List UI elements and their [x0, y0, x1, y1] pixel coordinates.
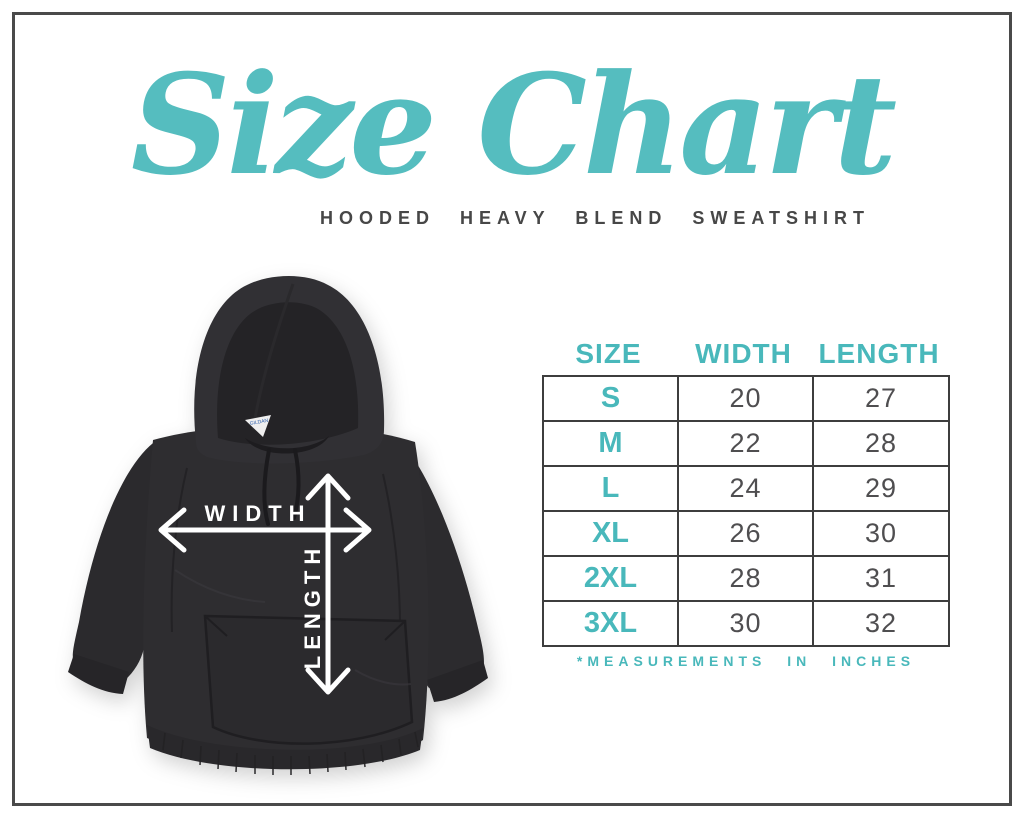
column-header-length: LENGTH [818, 338, 940, 369]
size-cell-l: L [544, 467, 677, 510]
brand-tag [245, 415, 271, 437]
width-arrow-label: WIDTH [204, 501, 311, 526]
size-table-grid: S 20 27 M 22 28 L 24 29 XL 26 30 2XL 28 … [542, 375, 950, 647]
size-cell-3xl: 3XL [544, 602, 677, 645]
hoodie-hem-ribs [162, 731, 419, 775]
length-arrow [305, 473, 351, 695]
width-cell-3xl: 30 [679, 602, 812, 645]
size-cell-s: S [544, 377, 677, 420]
length-cell-s: 27 [814, 377, 948, 420]
measurement-arrows [158, 473, 372, 695]
hoodie-measurement-diagram: GILDAN WIDTH LENGTH [55, 270, 505, 795]
hoodie-hood-crease [251, 283, 295, 431]
size-table-header: SIZE WIDTH LENGTH [542, 338, 950, 370]
hoodie-illustration: GILDAN WIDTH LENGTH [68, 276, 488, 775]
column-header-width: WIDTH [695, 338, 792, 369]
measurements-footnote: *MEASUREMENTS IN INCHES [576, 653, 916, 669]
column-header-size: SIZE [575, 338, 642, 369]
length-cell-2xl: 31 [814, 557, 948, 600]
size-cell-m: M [544, 422, 677, 465]
length-cell-m: 28 [814, 422, 948, 465]
width-cell-l: 24 [679, 467, 812, 510]
width-cell-s: 20 [679, 377, 812, 420]
length-cell-3xl: 32 [814, 602, 948, 645]
page-subtitle: HOODED HEAVY BLEND SWEATSHIRT [319, 208, 871, 228]
length-cell-l: 29 [814, 467, 948, 510]
hoodie-left-cuff [68, 654, 129, 694]
hoodie-pocket [203, 614, 414, 745]
hoodie-hood-inner [217, 302, 359, 445]
width-cell-2xl: 28 [679, 557, 812, 600]
size-table: SIZE WIDTH LENGTH S 20 27 M 22 28 L 24 2… [542, 338, 950, 669]
hoodie-neck-opening [245, 436, 329, 454]
width-cell-m: 22 [679, 422, 812, 465]
hoodie-pocket-side-seams [204, 615, 406, 641]
length-arrow-label: LENGTH [300, 543, 325, 669]
length-cell-xl: 30 [814, 512, 948, 555]
width-arrow [158, 507, 372, 553]
hoodie-drawstrings [262, 448, 301, 526]
hoodie-hem-band [147, 725, 423, 770]
size-cell-xl: XL [544, 512, 677, 555]
hoodie-right-cuff [427, 660, 488, 702]
page-title: Size Chart [130, 43, 897, 206]
hoodie-wrinkles [174, 569, 412, 686]
brand-tag-label: GILDAN [249, 418, 269, 427]
width-cell-xl: 26 [679, 512, 812, 555]
size-cell-2xl: 2XL [544, 557, 677, 600]
